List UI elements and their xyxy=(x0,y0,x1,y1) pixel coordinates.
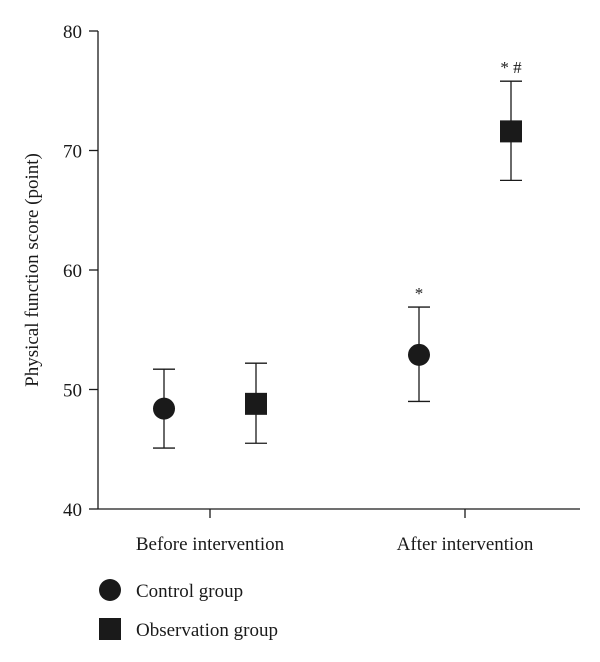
data-marks: * * # xyxy=(153,58,522,449)
y-tick-label: 80 xyxy=(63,22,82,43)
y-axis-title: Physical function score (point) xyxy=(22,153,43,387)
data-point-circle xyxy=(408,343,430,366)
data-point-circle xyxy=(153,397,175,420)
x-ticks: Before intervention After intervention xyxy=(136,509,534,555)
significance-annotation: * # xyxy=(500,58,522,77)
legend-marker-circle xyxy=(99,579,121,601)
data-point-square xyxy=(245,392,267,415)
y-ticks: 40 50 60 70 80 xyxy=(63,22,98,521)
series-control: * xyxy=(153,284,430,449)
significance-annotation: * xyxy=(415,284,424,303)
legend: Control group Observation group xyxy=(99,579,278,641)
data-point-square xyxy=(500,120,522,143)
y-tick-label: 40 xyxy=(63,500,82,521)
y-tick-label: 50 xyxy=(63,381,82,402)
legend-label: Control group xyxy=(136,581,243,602)
legend-label: Observation group xyxy=(136,620,278,641)
legend-marker-square xyxy=(99,618,121,640)
x-tick-label: After intervention xyxy=(397,534,534,555)
axes: 40 50 60 70 80 Before intervention After inte… xyxy=(63,22,580,555)
y-tick-label: 60 xyxy=(63,261,82,282)
y-tick-label: 70 xyxy=(63,142,82,163)
series-observation: * # xyxy=(245,58,522,444)
x-tick-label: Before intervention xyxy=(136,534,285,555)
